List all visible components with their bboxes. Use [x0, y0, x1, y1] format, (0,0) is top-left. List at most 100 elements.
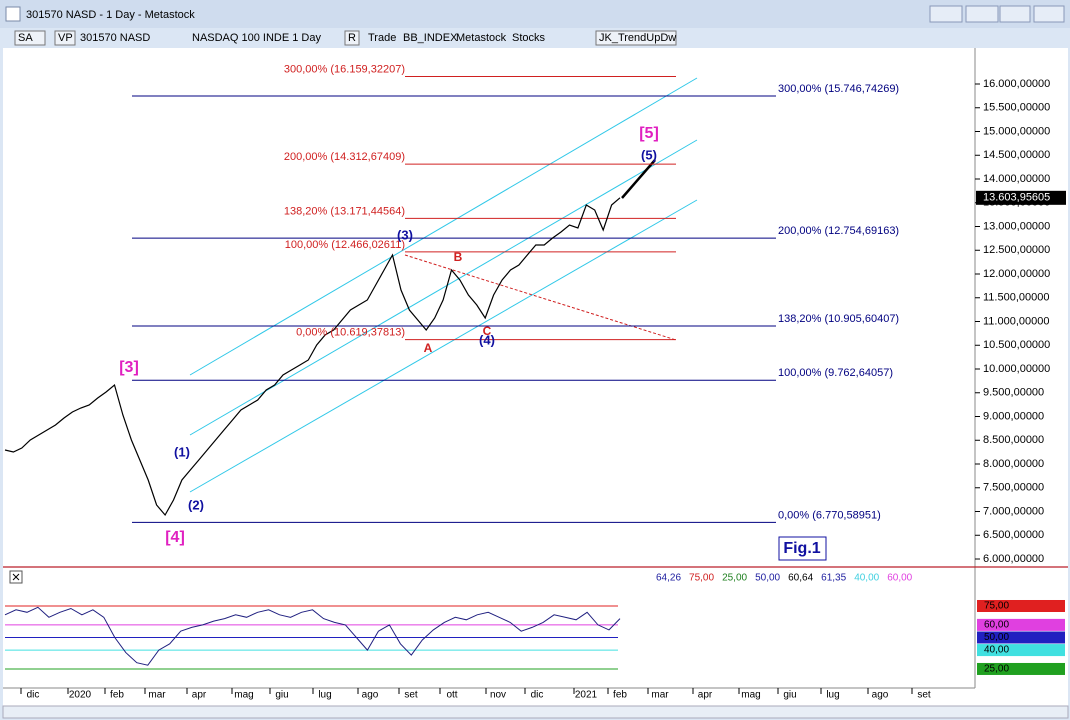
month-label: giu [275, 690, 288, 701]
month-label: 2021 [575, 690, 598, 701]
y-tick-label: 12.500,00000 [983, 244, 1050, 256]
month-label: ott [446, 690, 457, 701]
time-axis [3, 688, 1068, 706]
month-label: feb [110, 690, 124, 701]
indicator-legend: 64,26 [656, 573, 681, 584]
month-label: apr [698, 690, 713, 701]
y-tick-label: 14.000,00000 [983, 173, 1050, 185]
month-label: mar [651, 690, 669, 701]
month-label: ago [872, 690, 889, 701]
y-tick-label: 14.500,00000 [983, 149, 1050, 161]
toolbar-item[interactable]: 301570 NASD [80, 32, 150, 44]
wave-label: A [424, 341, 433, 355]
level-box [977, 662, 1065, 675]
fib-label: 300,00% (15.746,74269) [778, 83, 899, 95]
month-label: set [404, 690, 418, 701]
toolbar-item[interactable]: Metastock [456, 32, 507, 44]
fib-label: 0,00% (6.770,58951) [778, 509, 881, 521]
y-tick-label: 16.000,00000 [983, 78, 1050, 90]
month-label: dic [531, 690, 544, 701]
price-pane [3, 48, 1068, 566]
toolbar-button[interactable] [14, 30, 46, 46]
toolbar-item[interactable]: SA [18, 32, 33, 44]
level-box [977, 599, 1065, 612]
fig-label: Fig.1 [783, 540, 820, 557]
wave-label: [3] [119, 359, 139, 376]
month-label: mag [234, 690, 253, 701]
month-label: ago [362, 690, 379, 701]
toolbar-item[interactable]: JK_TrendUpDw [599, 32, 676, 44]
window-title: 301570 NASD - 1 Day - Metastock [26, 9, 195, 21]
indicator-legend: 50,00 [755, 573, 780, 584]
wave-label: (4) [479, 332, 495, 347]
price-line [4, 197, 621, 517]
y-tick-label: 10.500,00000 [983, 339, 1050, 351]
y-tick-label: 10.000,00000 [983, 363, 1050, 375]
y-tick-label: 15.000,00000 [983, 125, 1050, 137]
fig-box [778, 536, 827, 561]
wave-label: B [454, 250, 463, 264]
y-tick-label: 11.000,00000 [983, 315, 1049, 327]
month-label: nov [490, 690, 506, 701]
toolbar-item[interactable]: VP [58, 32, 73, 44]
y-tick-label: 6.000,00000 [983, 553, 1044, 565]
month-label: giu [783, 690, 796, 701]
channel-line [189, 139, 698, 436]
level-label: 40,00 [984, 645, 1009, 656]
last-price-label: 13.603,95605 [983, 192, 1050, 204]
toolbar-button[interactable] [54, 30, 76, 46]
icon [12, 573, 20, 581]
month-label: dic [27, 690, 40, 701]
month-label: lug [826, 690, 839, 701]
y-tick-label: 8.000,00000 [983, 458, 1044, 470]
month-label: apr [192, 690, 207, 701]
toolbar-item[interactable]: R [348, 32, 356, 44]
toolbar-item[interactable]: BB_INDEX [403, 32, 458, 44]
fib-label: 100,00% (9.762,64057) [778, 367, 893, 379]
channel-line [189, 199, 698, 493]
toolbar-button[interactable] [595, 30, 677, 46]
toolbar-button[interactable] [344, 30, 360, 46]
wave-label: [5] [639, 125, 659, 142]
month-label: feb [613, 690, 627, 701]
level-label: 75,00 [984, 601, 1009, 612]
y-tick-label: 7.000,00000 [983, 505, 1044, 517]
level-box [977, 644, 1065, 657]
fib-label: 200,00% (12.754,69163) [778, 225, 899, 237]
wave-label: (3) [397, 227, 413, 242]
toolbar-item[interactable]: NASDAQ 100 INDE 1 Day [192, 32, 321, 44]
title-bar [0, 0, 1070, 28]
oscillator-line [4, 606, 621, 666]
button[interactable] [999, 5, 1031, 23]
indicator-legend: 60,00 [887, 573, 912, 584]
indicator-legend: 40,00 [854, 573, 879, 584]
toolbar-item[interactable]: Trade [368, 32, 396, 44]
wave-label: C [483, 324, 492, 338]
y-tick-label: 7.500,00000 [983, 482, 1044, 494]
scrollbar[interactable] [2, 705, 1069, 719]
y-tick-label: 15.500,00000 [983, 102, 1050, 114]
month-label: mag [741, 690, 760, 701]
fib-label: 0,00% (10.619,37813) [296, 326, 405, 338]
indicator-legend: 25,00 [722, 573, 747, 584]
toolbar-item[interactable]: Stocks [512, 32, 546, 44]
wave-label: (5) [641, 147, 657, 162]
wave-label: [4] [165, 529, 185, 546]
month-label: set [917, 690, 931, 701]
level-label: 25,00 [984, 664, 1009, 675]
projection-line [621, 159, 656, 199]
window-buttons[interactable] [929, 5, 1065, 23]
fib-label: 200,00% (14.312,67409) [284, 151, 405, 163]
month-label: mar [148, 690, 166, 701]
last-price-box [976, 190, 1066, 205]
button[interactable] [965, 5, 999, 23]
month-label: 2020 [69, 690, 92, 701]
y-tick-label: 12.000,00000 [983, 268, 1050, 280]
level-label: 60,00 [984, 620, 1009, 631]
fib-label: 300,00% (16.159,32207) [284, 63, 405, 75]
button[interactable] [1033, 5, 1065, 23]
button[interactable] [929, 5, 963, 23]
y-tick-label: 9.000,00000 [983, 410, 1044, 422]
y-tick-label: 6.500,00000 [983, 529, 1044, 541]
month-label: lug [318, 690, 331, 701]
